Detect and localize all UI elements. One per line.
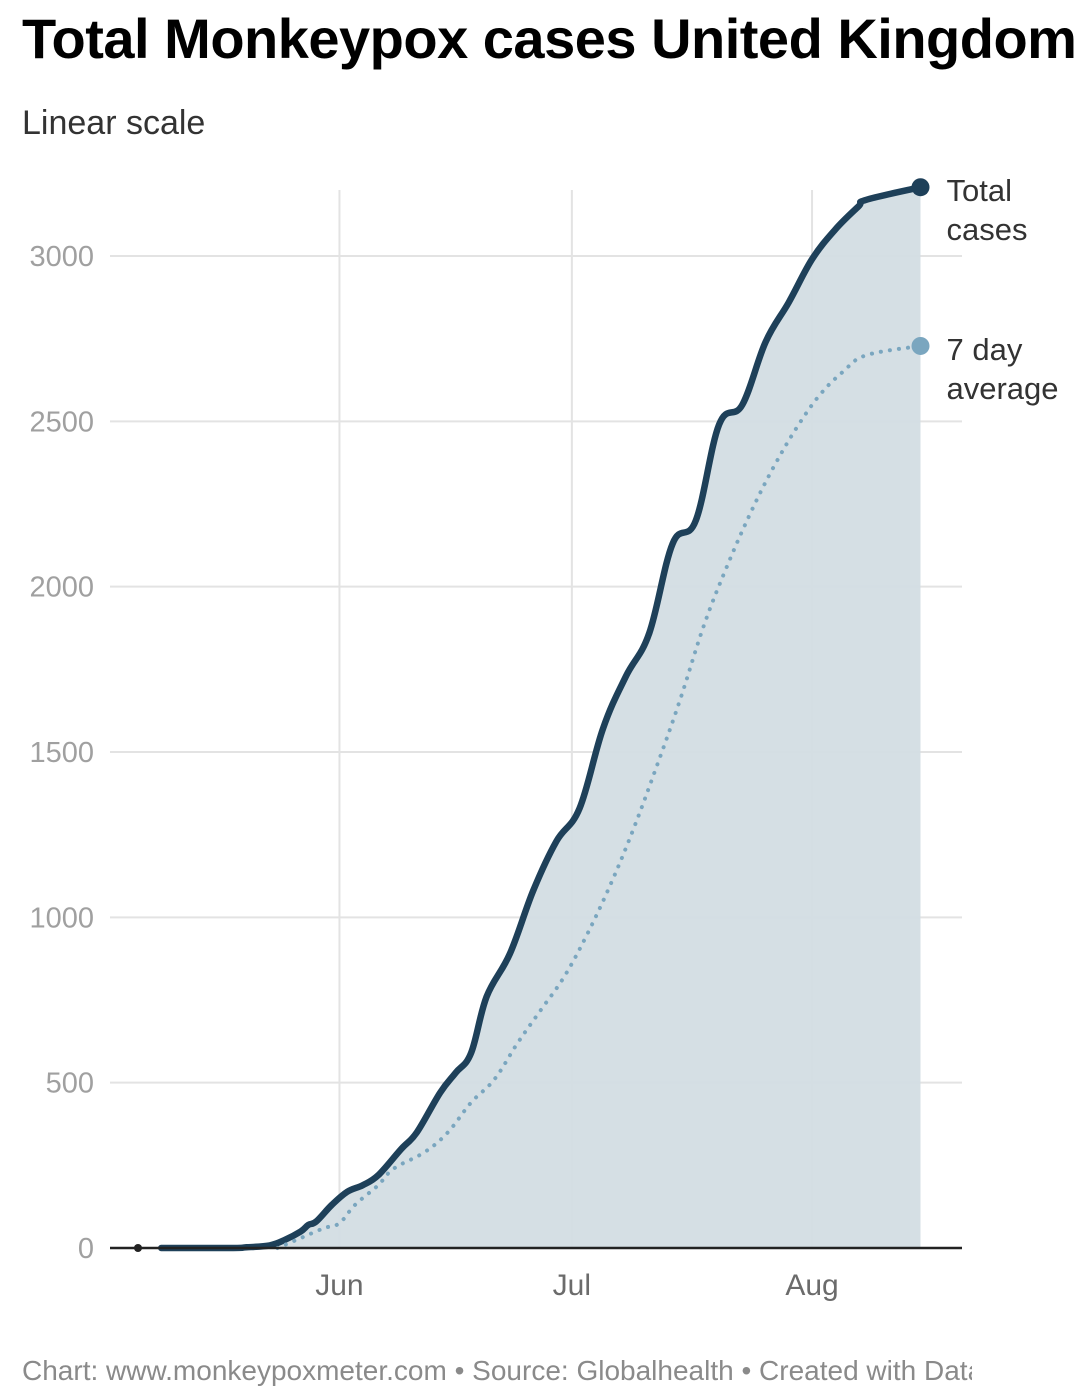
series-lines — [157, 178, 930, 1252]
area-layer — [161, 187, 921, 1249]
series-label-1-line-1: average — [947, 371, 1059, 406]
y-tick-label-3: 1500 — [29, 737, 94, 769]
series-line-1 — [275, 343, 923, 1250]
series-area-0 — [161, 187, 921, 1249]
chart-footer: Chart: www.monkeypoxmeter.com • Source: … — [22, 1355, 972, 1386]
series-label-0-line-1: cases — [947, 212, 1028, 247]
x-tick-label-1: Jul — [553, 1269, 591, 1302]
series-endpoint-0 — [911, 178, 930, 197]
y-tick-label-2: 1000 — [29, 902, 94, 934]
chart-subtitle: Linear scale — [22, 104, 206, 142]
y-tick-label-4: 2000 — [29, 572, 94, 604]
annotation-point-0 — [134, 1244, 142, 1252]
x-tick-label-2: Aug — [785, 1269, 838, 1302]
y-tick-label-1: 500 — [46, 1068, 94, 1100]
chart-title: Total Monkeypox cases United Kingdom — [22, 7, 1077, 70]
y-tick-label-6: 3000 — [29, 241, 94, 273]
x-tick-label-0: Jun — [315, 1269, 363, 1302]
line-chart: Jun Jul Aug 0 500 1000 1500 2000 2500 3000 Total c… — [29, 173, 1059, 1302]
series-endpoint-1 — [911, 336, 930, 355]
series-labels: Total cases 7 day average — [947, 173, 1059, 406]
y-tick-label-0: 0 — [78, 1233, 94, 1265]
axes: Jun Jul Aug 0 500 1000 1500 2000 2500 3000 — [29, 241, 962, 1302]
series-line-0 — [157, 183, 924, 1252]
series-label-0-line-0: Total — [947, 173, 1012, 208]
y-tick-label-5: 2500 — [29, 406, 94, 438]
series-label-1-line-0: 7 day — [947, 332, 1023, 367]
